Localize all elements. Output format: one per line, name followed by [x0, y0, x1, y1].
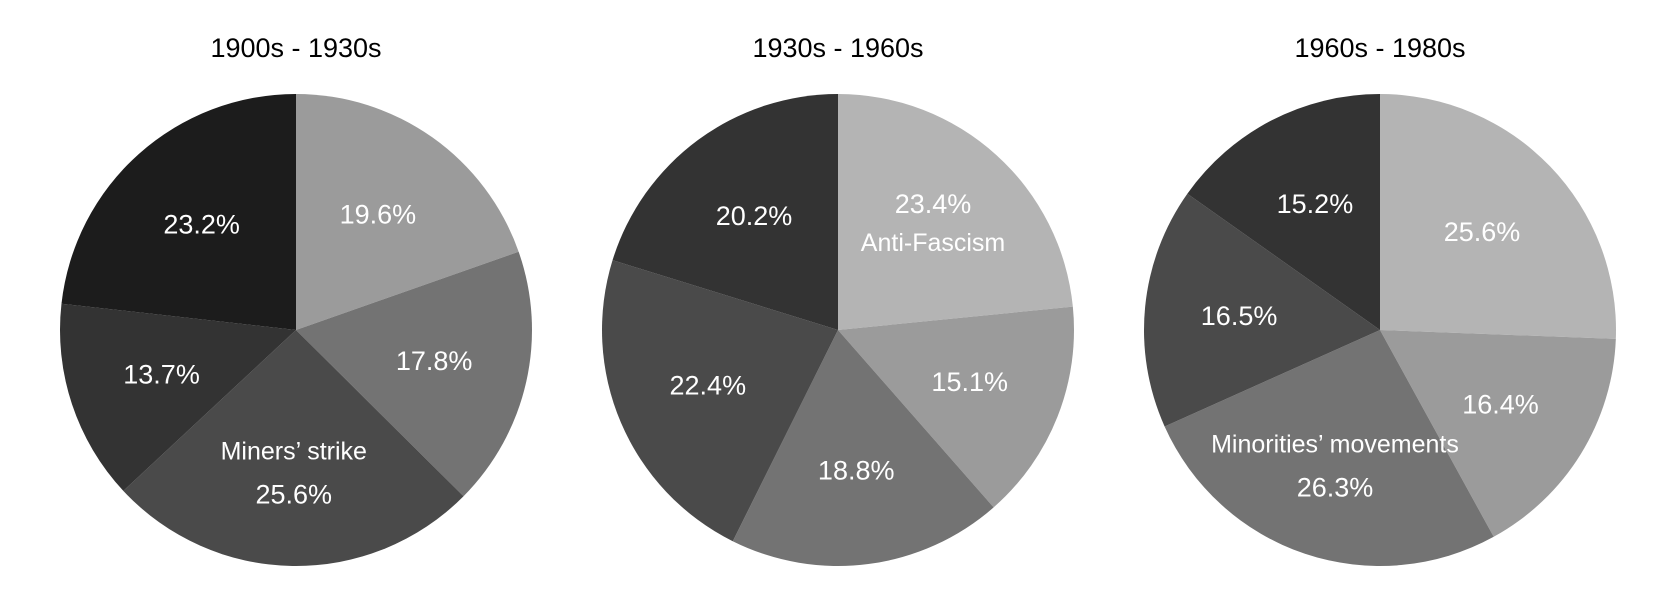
slice-percent-label: 15.1%: [931, 367, 1008, 397]
slice-percent-label: 15.2%: [1277, 189, 1354, 219]
slice-name-label: Miners’ strike: [221, 438, 367, 466]
pie-slice: [1187, 94, 1380, 330]
slice-percent-label: 16.4%: [1462, 389, 1539, 419]
pie-slice: [838, 94, 1073, 330]
slice-percent-label: 13.7%: [123, 359, 200, 389]
pie-chart-1: 1900s - 1930s 19.6% 17.8% Miners’ strike 25…: [59, 33, 532, 566]
pie-slice: [732, 330, 994, 566]
pie-slice: [61, 94, 296, 330]
pie-slice: [296, 251, 532, 497]
slice-percent-label: 18.8%: [818, 455, 895, 485]
pie-chart-3: 1960s - 1980s 25.6% 16.4%Minorities’ move…: [1144, 33, 1616, 566]
pie-slice: [59, 303, 296, 491]
chart-title: 1930s - 1960s: [752, 33, 923, 63]
slice-name-label: Minorities’ movements: [1211, 430, 1459, 458]
pie-slice: [1380, 94, 1616, 339]
slice-percent-label: 23.2%: [163, 209, 240, 239]
pie-slices: 19.6% 17.8% Miners’ strike 25.6% 13.7% 23.2%: [59, 94, 532, 566]
pie-slice: [1164, 330, 1494, 566]
pie-slices: Anti-Fascism 23.4% 15.1% 18.8% 22.4% 20.2%: [602, 94, 1074, 566]
slice-percent-label: 20.2%: [716, 201, 793, 231]
pie-slice: [296, 94, 519, 330]
chart-title: 1960s - 1980s: [1294, 33, 1465, 63]
pie-chart-2: 1930s - 1960s Anti-Fascism 23.4% 15.1% 18.8…: [602, 33, 1074, 566]
slice-percent-label: 25.6%: [1444, 217, 1521, 247]
pie-slices: 25.6% 16.4%Minorities’ movements 26.3% 16.5…: [1144, 94, 1616, 566]
slice-name-label: Anti-Fascism: [861, 229, 1005, 257]
pie-slice: [838, 306, 1074, 508]
pie-slice: [1144, 193, 1380, 427]
slice-percent-label: 19.6%: [340, 199, 417, 229]
chart-title: 1900s - 1930s: [210, 33, 381, 63]
pie-slice: [612, 94, 838, 330]
slice-percent-label: 17.8%: [396, 346, 473, 376]
slice-percent-label: 16.5%: [1201, 301, 1278, 331]
slice-percent-label: 25.6%: [255, 480, 332, 510]
pie-slice: [123, 330, 464, 566]
slice-percent-label: 26.3%: [1297, 472, 1374, 502]
pie-slice: [1380, 330, 1616, 537]
slice-percent-label: 23.4%: [895, 189, 972, 219]
pie-slice: [602, 260, 838, 542]
slice-percent-label: 22.4%: [670, 371, 747, 401]
